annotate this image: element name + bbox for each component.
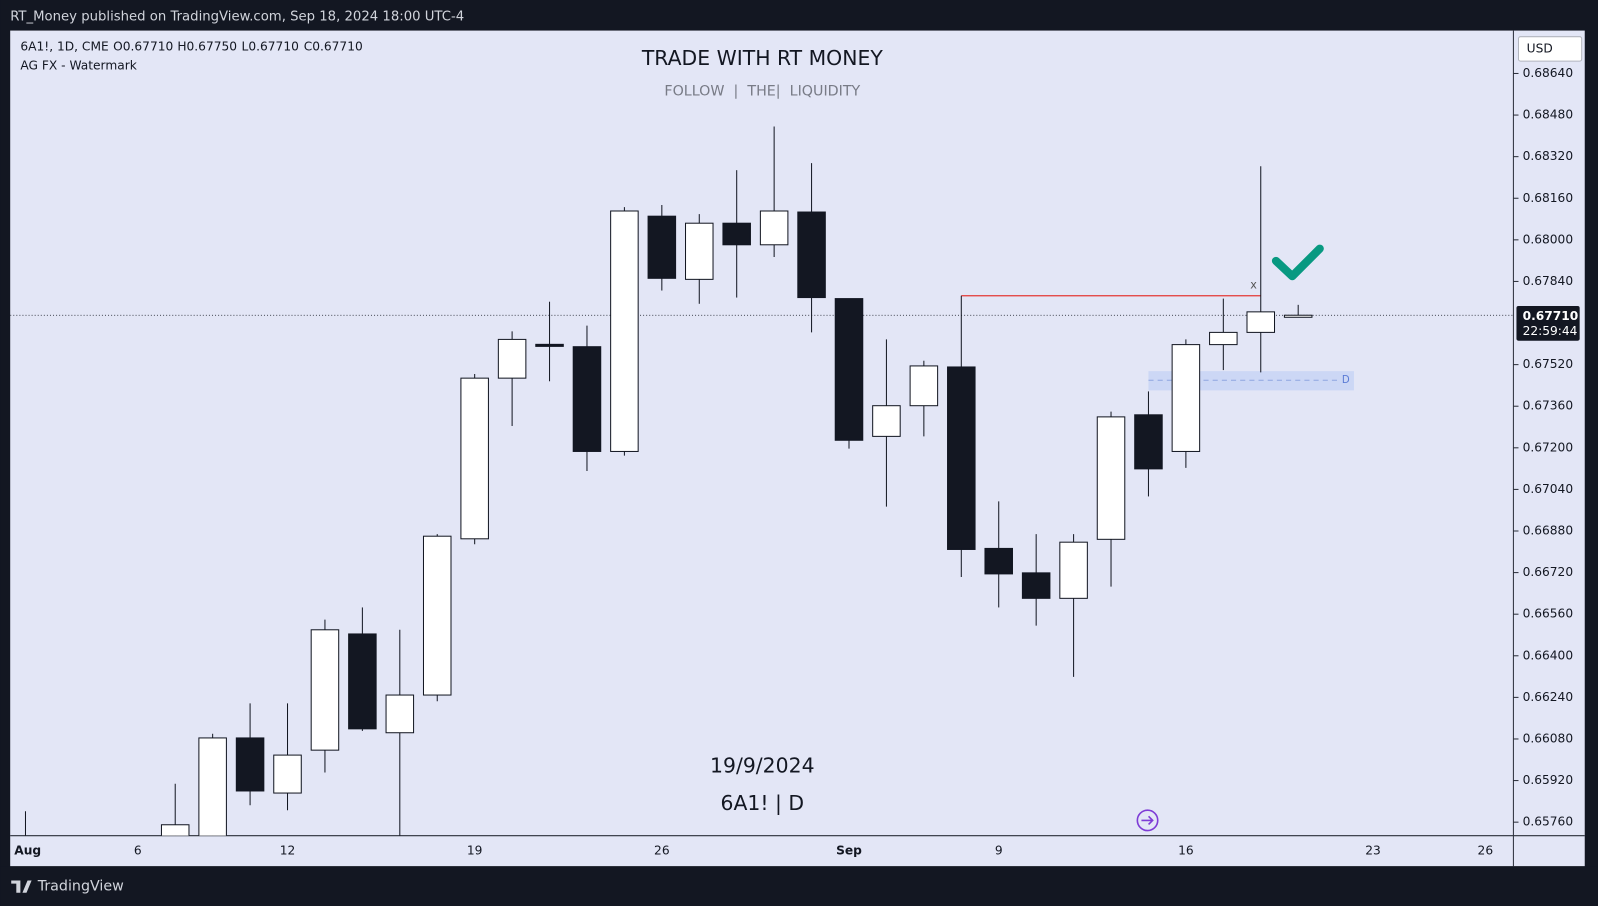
y-tick-label: 0.67360 bbox=[1523, 399, 1574, 413]
candle-body bbox=[235, 737, 265, 792]
y-tick-label: 0.66240 bbox=[1523, 690, 1574, 704]
candle-body bbox=[198, 737, 227, 836]
x-tick-label: 9 bbox=[995, 843, 1003, 857]
candle-body bbox=[160, 824, 190, 836]
check-mark bbox=[1271, 244, 1324, 281]
footer bbox=[0, 866, 1598, 906]
candle-body bbox=[834, 298, 864, 441]
watermark-title: TRADE WITH RT MONEY bbox=[641, 46, 883, 70]
watermark-symbol: 6A1! | D bbox=[721, 791, 805, 816]
y-tick-label: 0.66560 bbox=[1523, 607, 1574, 621]
candle-body bbox=[1171, 344, 1201, 452]
x-tick-label: 26 bbox=[1478, 843, 1494, 857]
legend-high: H0.67750 bbox=[177, 39, 237, 53]
y-tick-label: 0.65920 bbox=[1523, 773, 1574, 787]
y-tick-label: 0.68640 bbox=[1523, 66, 1574, 80]
legend-close: C0.67710 bbox=[304, 39, 363, 53]
x-tick-label: 26 bbox=[654, 843, 670, 857]
y-tick-label: 0.66400 bbox=[1523, 648, 1574, 662]
candle-body bbox=[497, 338, 527, 379]
x-tick-label: 6 bbox=[134, 843, 142, 857]
x-tick-label: Aug bbox=[14, 843, 41, 857]
y-tick-label: 0.67200 bbox=[1523, 440, 1574, 454]
candle-body bbox=[984, 547, 1013, 575]
y-tick-label: 0.68320 bbox=[1523, 149, 1574, 163]
y-tick-label: 0.68480 bbox=[1523, 108, 1574, 122]
legend-indicator: AG FX - Watermark bbox=[20, 59, 137, 73]
x-tick-label: 16 bbox=[1178, 843, 1194, 857]
replay-arrow bbox=[1141, 815, 1154, 826]
candle-body bbox=[647, 215, 677, 279]
candle-body bbox=[422, 535, 452, 696]
candle-body bbox=[1021, 572, 1051, 599]
y-tick-label: 0.65760 bbox=[1523, 815, 1574, 829]
price-label: 0.67710 bbox=[1523, 309, 1579, 323]
y-tick-label: 0.68000 bbox=[1523, 232, 1574, 246]
candle-body bbox=[872, 405, 901, 437]
currency-button[interactable] bbox=[1517, 36, 1583, 62]
countdown: 22:59:44 bbox=[1523, 324, 1578, 338]
candle-body bbox=[1283, 314, 1313, 318]
x-tick-label: 12 bbox=[280, 843, 296, 857]
candle-body bbox=[310, 629, 340, 751]
candle-body bbox=[722, 222, 751, 246]
candle-body bbox=[947, 366, 976, 550]
candle-body bbox=[460, 377, 489, 540]
watermark-date: 19/9/2024 bbox=[710, 753, 814, 777]
legend-open: O0.67710 bbox=[113, 39, 173, 53]
candle-body bbox=[1059, 541, 1088, 599]
legend-low: L0.67710 bbox=[242, 39, 299, 53]
x-tick-label: 23 bbox=[1365, 843, 1381, 857]
zone-label: D bbox=[1342, 375, 1350, 386]
price-label-bg bbox=[1516, 306, 1580, 341]
candle-body bbox=[273, 754, 302, 794]
candle-body bbox=[1096, 416, 1126, 540]
y-tick-label: 0.66080 bbox=[1523, 731, 1574, 745]
y-tick-label: 0.66720 bbox=[1523, 565, 1574, 579]
candle-body bbox=[909, 365, 939, 407]
y-tick-label: 0.67840 bbox=[1523, 274, 1574, 288]
currency[interactable]: USD bbox=[1527, 41, 1553, 55]
candle-body bbox=[572, 346, 602, 452]
candle-body bbox=[385, 694, 415, 734]
candle-body bbox=[1134, 414, 1163, 470]
candle-body bbox=[685, 222, 714, 280]
replay-icon[interactable] bbox=[1136, 809, 1159, 832]
x-tick-label: Sep bbox=[836, 843, 862, 857]
watermark-subtitle: FOLLOW | THE| LIQUIDITY bbox=[664, 84, 860, 100]
y-tick-label: 0.67520 bbox=[1523, 357, 1574, 371]
brand: TradingView bbox=[37, 879, 124, 895]
candle-body bbox=[348, 633, 377, 730]
candle-body bbox=[1209, 331, 1238, 346]
candle-body bbox=[1246, 311, 1276, 333]
candle-body bbox=[797, 211, 826, 299]
y-tick-label: 0.67040 bbox=[1523, 482, 1574, 496]
x-tick-label: 19 bbox=[467, 843, 483, 857]
y-tick-label: 0.68160 bbox=[1523, 191, 1574, 205]
plot: Dx bbox=[10, 126, 1514, 836]
candle-body bbox=[759, 210, 789, 246]
y-tick-label: 0.66880 bbox=[1523, 524, 1574, 538]
publish-info: RT_Money published on TradingView.com, S… bbox=[10, 9, 464, 24]
chart-area bbox=[10, 30, 1585, 867]
legend-symbol: 6A1!, 1D, CME bbox=[20, 39, 108, 53]
candle-body bbox=[535, 343, 564, 347]
level-label: x bbox=[1250, 279, 1257, 292]
candle-body bbox=[610, 210, 639, 452]
